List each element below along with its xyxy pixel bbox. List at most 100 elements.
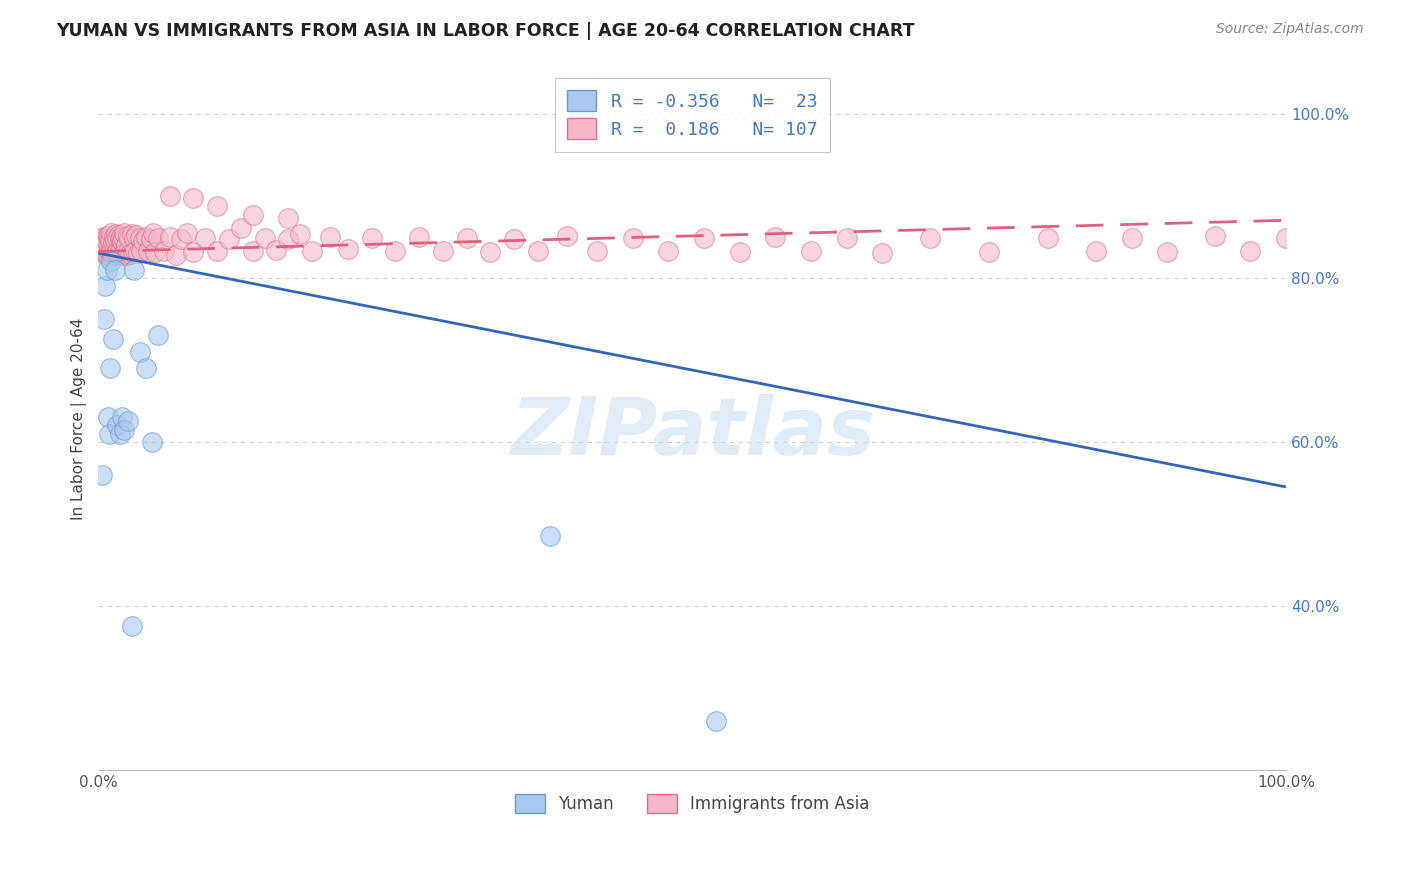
- Point: [763, 229, 786, 244]
- Point: [111, 410, 134, 425]
- Text: Source: ZipAtlas.com: Source: ZipAtlas.com: [1216, 22, 1364, 37]
- Point: [97, 410, 120, 425]
- Point: [277, 211, 299, 225]
- Point: [120, 247, 142, 261]
- Text: YUMAN VS IMMIGRANTS FROM ASIA IN LABOR FORCE | AGE 20-64 CORRELATION CHART: YUMAN VS IMMIGRANTS FROM ASIA IN LABOR F…: [56, 22, 915, 40]
- Point: [118, 232, 141, 246]
- Point: [98, 244, 121, 259]
- Point: [105, 231, 128, 245]
- Point: [97, 248, 120, 262]
- Point: [105, 227, 128, 242]
- Point: [170, 232, 193, 246]
- Point: [136, 244, 159, 259]
- Point: [432, 244, 454, 258]
- Point: [146, 231, 169, 245]
- Point: [479, 245, 502, 260]
- Point: [693, 231, 716, 245]
- Point: [977, 245, 1000, 260]
- Point: [146, 328, 169, 343]
- Point: [129, 231, 152, 245]
- Point: [98, 361, 121, 376]
- Point: [176, 226, 198, 240]
- Point: [503, 232, 526, 246]
- Point: [121, 619, 143, 633]
- Point: [152, 244, 174, 258]
- Point: [94, 244, 117, 259]
- Point: [94, 279, 117, 293]
- Point: [557, 228, 579, 243]
- Point: [704, 714, 727, 728]
- Point: [142, 226, 165, 240]
- Point: [100, 245, 122, 260]
- Point: [526, 244, 548, 259]
- Point: [125, 228, 148, 243]
- Point: [100, 254, 122, 268]
- Point: [218, 232, 240, 246]
- Point: [205, 244, 228, 258]
- Point: [110, 229, 132, 244]
- Point: [90, 467, 112, 482]
- Point: [91, 245, 114, 260]
- Point: [101, 248, 124, 262]
- Point: [114, 227, 136, 241]
- Point: [101, 235, 124, 250]
- Point: [290, 227, 312, 242]
- Point: [1275, 230, 1298, 244]
- Point: [360, 231, 382, 245]
- Point: [111, 234, 134, 248]
- Point: [139, 232, 162, 246]
- Point: [105, 245, 128, 260]
- Point: [1156, 245, 1178, 260]
- Point: [586, 244, 609, 258]
- Point: [114, 246, 136, 260]
- Point: [408, 229, 430, 244]
- Point: [143, 245, 166, 260]
- Point: [621, 230, 644, 244]
- Point: [114, 423, 136, 437]
- Point: [165, 248, 187, 262]
- Point: [104, 233, 127, 247]
- Point: [183, 245, 205, 260]
- Point: [242, 208, 264, 222]
- Point: [129, 244, 152, 258]
- Point: [117, 414, 139, 428]
- Point: [111, 248, 134, 262]
- Point: [141, 434, 163, 449]
- Legend: Yuman, Immigrants from Asia: Yuman, Immigrants from Asia: [503, 782, 882, 825]
- Point: [112, 231, 135, 245]
- Point: [127, 246, 149, 260]
- Point: [1084, 244, 1107, 259]
- Point: [205, 199, 228, 213]
- Point: [301, 244, 323, 258]
- Point: [117, 244, 139, 259]
- Point: [121, 227, 143, 242]
- Point: [1121, 231, 1143, 245]
- Point: [103, 229, 125, 244]
- Point: [108, 244, 131, 258]
- Text: ZIPatlas: ZIPatlas: [509, 394, 875, 472]
- Point: [124, 244, 146, 259]
- Point: [728, 245, 751, 260]
- Point: [98, 246, 121, 260]
- Point: [800, 244, 823, 259]
- Point: [253, 230, 276, 244]
- Point: [456, 230, 478, 244]
- Point: [115, 248, 138, 262]
- Point: [105, 418, 128, 433]
- Point: [93, 229, 115, 244]
- Point: [870, 246, 893, 260]
- Point: [918, 231, 941, 245]
- Point: [135, 361, 157, 376]
- Point: [121, 245, 143, 260]
- Point: [135, 229, 157, 244]
- Point: [97, 228, 120, 243]
- Point: [108, 426, 131, 441]
- Point: [100, 226, 122, 240]
- Point: [159, 188, 181, 202]
- Point: [96, 235, 118, 249]
- Point: [242, 244, 264, 259]
- Point: [538, 529, 561, 543]
- Point: [194, 230, 217, 244]
- Point: [93, 311, 115, 326]
- Point: [183, 191, 205, 205]
